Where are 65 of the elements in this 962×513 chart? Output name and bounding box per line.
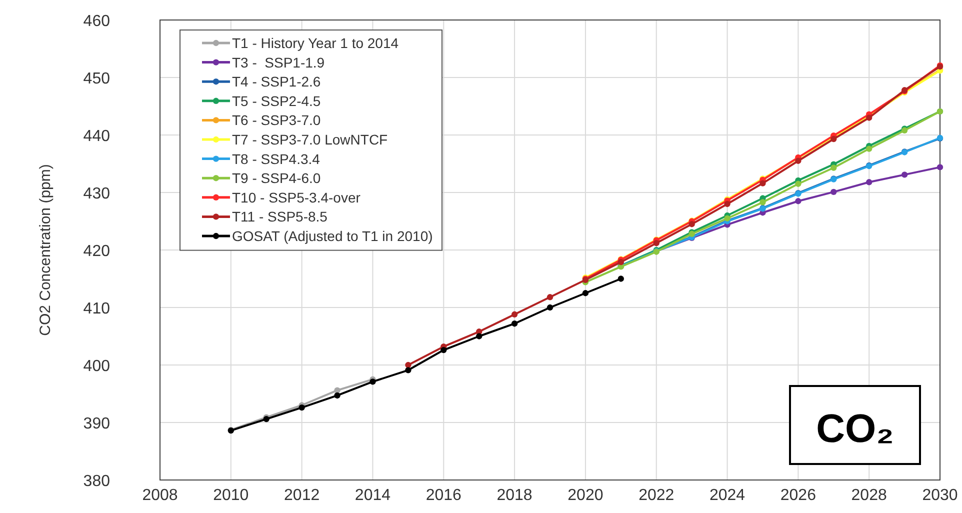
legend-label: T9 - SSP4-6.0 <box>232 170 321 186</box>
x-tick-label: 2008 <box>142 487 178 504</box>
x-tick-label: 2022 <box>638 487 674 504</box>
point <box>795 198 802 204</box>
x-tick-label: 2024 <box>709 487 746 504</box>
point <box>653 240 660 246</box>
legend-label: T5 - SSP2-4.5 <box>232 92 321 109</box>
legend-label: T1 - History Year 1 to 2014 <box>232 35 399 51</box>
y-tick-label: 380 <box>83 473 110 490</box>
point <box>298 404 305 411</box>
x-tick-label: 2028 <box>851 487 887 504</box>
point <box>830 188 837 196</box>
point <box>370 378 376 385</box>
point <box>901 172 908 178</box>
y-tick-label: 410 <box>83 300 110 318</box>
point <box>795 180 802 187</box>
y-tick-label: 420 <box>83 243 110 260</box>
legend-label: T10 - SSP5-3.4-over <box>232 189 361 206</box>
point <box>511 320 518 327</box>
point <box>688 221 695 228</box>
x-tick-label: 2016 <box>426 487 462 504</box>
point <box>405 362 412 368</box>
point <box>582 290 589 296</box>
legend-label: T4 - SSP1-2.6 <box>232 74 321 90</box>
legend-label: T6 - SSP3-7.0 <box>232 112 321 128</box>
y-tick-label: 400 <box>83 358 110 375</box>
point <box>760 180 766 186</box>
point <box>334 392 340 399</box>
x-tick-label: 2014 <box>354 487 391 504</box>
point <box>618 258 624 266</box>
y-tick-label: 390 <box>83 416 110 432</box>
point <box>511 311 518 318</box>
legend-label: T11 - SSP5-8.5 <box>232 208 328 225</box>
legend-label: T3 - SSP1-1.9 <box>232 54 325 70</box>
point <box>724 200 730 208</box>
point <box>830 136 837 142</box>
annotation: CO₂ <box>816 407 894 451</box>
point <box>866 146 872 152</box>
point <box>405 367 412 374</box>
point <box>866 179 872 186</box>
y-tick-label: 440 <box>83 128 110 145</box>
y-tick-label: 450 <box>83 70 110 88</box>
point <box>936 164 944 170</box>
x-tick-label: 2020 <box>568 487 604 504</box>
point <box>546 304 554 311</box>
legend-label: T8 - SSP4.3.4 <box>232 150 320 167</box>
x-tick-label: 2026 <box>780 487 816 504</box>
y-tick-label: 430 <box>83 186 110 202</box>
point <box>334 387 340 394</box>
x-tick-label: 2018 <box>496 487 532 504</box>
point <box>760 199 766 206</box>
point <box>476 333 482 340</box>
legend-label: GOSAT (Adjusted to T1 in 2010) <box>232 228 433 244</box>
x-tick-label: 2030 <box>922 487 958 504</box>
x-tick-label: 2010 <box>213 487 249 504</box>
point <box>830 164 837 171</box>
y-axis-title: CO2 Concentration (ppm) <box>37 164 54 336</box>
y-tick-label: 460 <box>83 13 110 30</box>
point <box>440 346 447 354</box>
x-tick-label: 2012 <box>284 487 320 504</box>
point <box>795 158 802 164</box>
point <box>724 215 730 222</box>
point <box>546 294 554 300</box>
point <box>618 276 624 282</box>
legend-label: T7 - SSP3-7.0 LowNTCF <box>232 132 388 148</box>
